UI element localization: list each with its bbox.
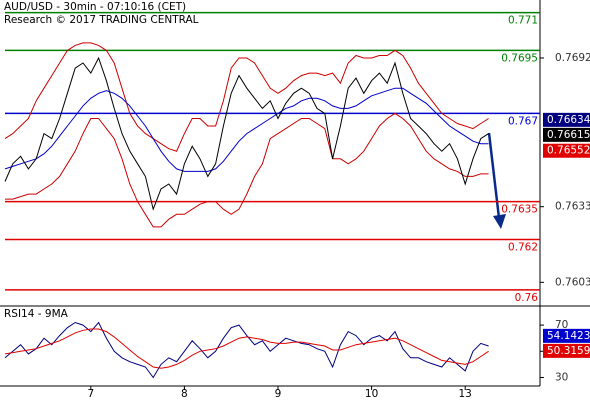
y-tick-label: 0.7603 [555,276,590,288]
level-label: 0.771 [508,15,538,27]
series-line [4,42,489,152]
x-tick-label: 10 [365,388,378,400]
series-line [4,321,489,379]
chart-title: AUD/USD - 30min - 07:10:16 (CET) [4,1,186,13]
forecast-arrow [487,132,506,229]
y-tick-label: 0.7692 [555,52,590,64]
price-marker [543,143,590,158]
x-tick-label: 9 [275,388,282,400]
level-label: 0.762 [508,241,538,253]
y-tick-label: 70 [555,319,568,331]
series-line [5,112,489,228]
level-label: 0.767 [508,115,538,127]
price-marker-label: 50.3159 [547,345,590,357]
y-tick-label: 0.7633 [555,201,590,213]
price-marker-label: 0.76615 [547,129,590,141]
price-marker-label: 0.76552 [547,145,590,157]
price-marker [543,127,590,142]
price-marker-label: 54.1423 [547,330,590,342]
panel-title: RSI14 - 9MA [4,308,69,320]
x-tick-label: 7 [87,388,94,400]
series-line [4,56,489,211]
x-tick-label: 13 [459,388,472,400]
series-line [4,87,489,172]
price-marker-label: 0.76634 [547,114,590,126]
price-marker [543,112,590,127]
level-label: 0.76 [515,292,539,304]
price-marker [543,343,590,358]
level-label: 0.7695 [501,52,538,64]
series-line [4,328,489,369]
level-label: 0.7635 [501,204,538,216]
chart-subtitle: Research © 2017 TRADING CENTRAL [4,14,199,26]
y-tick-label: 30 [555,371,568,383]
x-tick-label: 8 [181,388,188,400]
price-marker [543,328,590,343]
